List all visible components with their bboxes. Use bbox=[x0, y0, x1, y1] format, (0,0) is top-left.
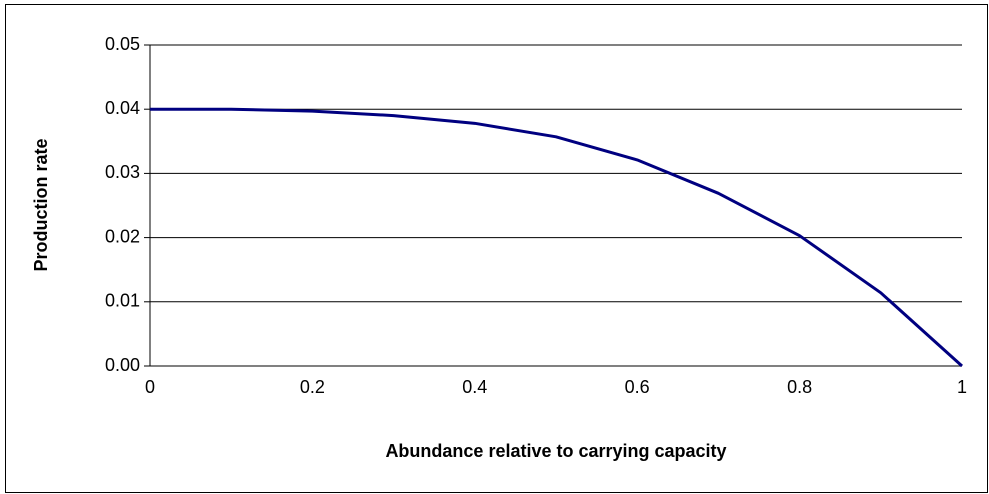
x-tick-label: 0.2 bbox=[300, 377, 325, 397]
x-axis-title: Abundance relative to carrying capacity bbox=[385, 441, 726, 461]
x-tick-label: 0.6 bbox=[625, 377, 650, 397]
chart-frame bbox=[5, 4, 988, 493]
y-tick-label: 0.01 bbox=[105, 291, 140, 311]
y-tick-label: 0.05 bbox=[105, 34, 140, 54]
y-tick-label: 0.04 bbox=[105, 98, 140, 118]
data-line bbox=[150, 107, 964, 368]
x-tick-label: 0 bbox=[145, 377, 155, 397]
y-tick-label: 0.00 bbox=[105, 355, 140, 375]
y-tick-label: 0.02 bbox=[105, 226, 140, 246]
y-tick-label: 0.03 bbox=[105, 162, 140, 182]
y-axis-title: Production rate bbox=[31, 138, 51, 271]
x-tick-label: 1 bbox=[957, 377, 967, 397]
x-tick-label: 0.8 bbox=[787, 377, 812, 397]
x-tick-label: 0.4 bbox=[462, 377, 487, 397]
